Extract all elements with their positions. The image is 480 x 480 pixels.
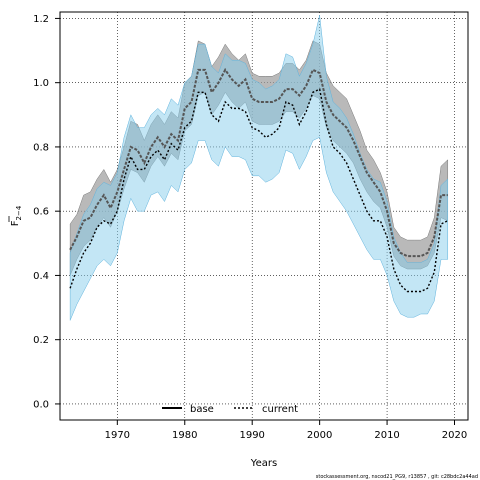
x-tick-label-2020: 2020 <box>442 430 467 441</box>
svg-text:F2−4: F2−4 <box>10 205 23 226</box>
y-tick-label-6: 1.2 <box>33 14 49 25</box>
confidence-bands <box>69 15 449 321</box>
line-current <box>69 88 449 293</box>
y-tick-label-2: 0.4 <box>33 271 49 282</box>
legend-current-label: current <box>262 404 298 415</box>
y-axis-title: F2−4 <box>8 205 23 226</box>
axis-ticks: 1970 1980 1990 2000 2010 2020 0.0 0.2 0.4 0.6 0.8 1… <box>33 14 467 441</box>
x-tick-label-1970: 1970 <box>105 430 130 441</box>
x-tick-label-1980: 1980 <box>172 430 197 441</box>
x-tick-label-2010: 2010 <box>374 430 399 441</box>
x-tick-label-2000: 2000 <box>307 430 332 441</box>
y-tick-label-5: 1.0 <box>33 78 49 89</box>
y-tick-label-4: 0.8 <box>33 142 49 153</box>
y-tick-label-0: 0.0 <box>33 399 49 410</box>
line-base <box>69 67 448 258</box>
plot-frame <box>59 11 469 421</box>
band-current <box>69 15 449 321</box>
y-axis-title-main: F <box>10 220 21 226</box>
series-lines <box>69 67 449 293</box>
x-axis-title: Years <box>250 458 277 469</box>
footer-source: stockassessment.org, nscod21_PG9, r13857… <box>316 474 478 480</box>
legend-base-label: base <box>190 404 214 415</box>
legend: base current <box>162 404 298 415</box>
y-tick-label-3: 0.6 <box>33 207 49 218</box>
x-tick-label-1990: 1990 <box>239 430 264 441</box>
y-tick-label-1: 0.2 <box>33 335 49 346</box>
y-axis-title-sub: 2−4 <box>15 205 23 220</box>
